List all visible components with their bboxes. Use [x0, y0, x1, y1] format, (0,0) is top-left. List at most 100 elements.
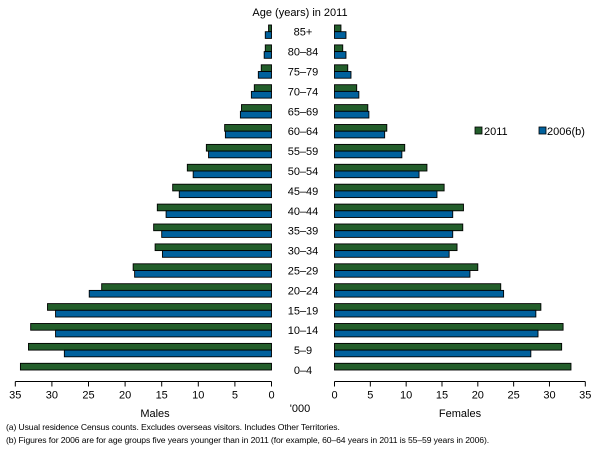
bar-females-2011-55–59	[334, 143, 406, 152]
female-x-tick-label: 20	[472, 390, 484, 402]
bar-males-2011-15–19	[47, 303, 272, 311]
females-label: Females	[439, 408, 482, 420]
bar-females-2011-65–69	[334, 104, 369, 112]
bar-females-2011-35–39	[334, 223, 464, 232]
bar-males-2006-70–74	[250, 90, 272, 99]
bar-females-2006-5–9	[334, 349, 532, 358]
female-x-tick-label: 0	[331, 390, 337, 402]
bar-females-2011-15–19	[334, 303, 542, 311]
male-x-tick-label: 25	[82, 390, 94, 402]
bar-males-2006-80–84	[263, 51, 272, 59]
female-x-tick-label: 25	[508, 390, 520, 402]
age-group-label: 45–49	[288, 186, 319, 198]
bar-females-2006-60–64	[334, 130, 386, 139]
bar-females-2006-15–19	[334, 309, 537, 318]
footnote-a: (a) Usual residence Census counts. Exclu…	[6, 422, 340, 432]
male-x-tick-label: 20	[119, 390, 131, 402]
footnote-b: (b) Figures for 2006 are for age groups …	[6, 435, 490, 445]
bar-females-2011-80–84	[334, 44, 344, 53]
bar-males-2006-60–64	[224, 130, 272, 139]
bar-females-2011-50–54	[334, 163, 428, 172]
bar-males-2006-40–44	[165, 210, 272, 218]
bar-females-2011-20–24	[334, 283, 502, 291]
age-group-label: 50–54	[288, 166, 319, 178]
bar-males-2011-45–49	[172, 183, 272, 192]
bar-females-2011-40–44	[334, 203, 464, 212]
male-x-tick-label: 35	[9, 390, 21, 402]
age-group-label: 35–39	[288, 226, 319, 238]
bar-males-2006-85+	[264, 31, 272, 39]
bar-males-2011-40–44	[156, 203, 272, 212]
bar-females-2011-10–14	[334, 323, 564, 331]
age-group-label: 25–29	[288, 266, 319, 278]
bar-females-2006-35–39	[334, 230, 454, 238]
bar-males-2006-55–59	[208, 150, 272, 159]
age-group-label: 5–9	[294, 345, 312, 357]
bar-males-2006-10–14	[55, 329, 272, 338]
bar-females-2006-40–44	[334, 210, 454, 218]
bar-males-2006-15–19	[55, 309, 272, 318]
male-x-tick-label: 5	[232, 390, 238, 402]
bar-females-2006-75–79	[334, 71, 352, 79]
bar-females-2011-70–74	[334, 84, 358, 92]
bar-males-2011-75–79	[260, 64, 272, 72]
bar-females-2011-45–49	[334, 183, 445, 192]
bar-males-2011-30–34	[154, 243, 272, 252]
bar-males-2011-80–84	[264, 44, 272, 53]
age-group-label: 15–19	[288, 305, 319, 317]
legend-label-2006: 2006(b)	[547, 126, 585, 138]
bar-males-2006-75–79	[257, 71, 272, 79]
bar-females-2006-55–59	[334, 150, 403, 159]
bar-females-2006-80–84	[334, 51, 347, 59]
bar-males-2011-55–59	[205, 143, 272, 152]
age-group-label: 20–24	[288, 285, 319, 297]
bar-females-2011-25–29	[334, 263, 479, 271]
age-group-label: 40–44	[288, 206, 319, 218]
male-x-tick-label: 10	[192, 390, 204, 402]
bar-females-2006-30–34	[334, 250, 450, 258]
legend-label-2011: 2011	[484, 126, 508, 138]
bar-females-2006-45–49	[334, 190, 438, 199]
age-group-label: 70–74	[288, 86, 319, 98]
bar-males-2006-50–54	[192, 170, 272, 179]
bar-females-2011-30–34	[334, 243, 458, 252]
legend-swatch-2011	[474, 126, 483, 135]
bar-males-2011-35–39	[153, 223, 272, 232]
bar-females-2011-75–79	[334, 64, 349, 72]
bar-males-2011-25–29	[132, 263, 272, 271]
age-group-label: 75–79	[288, 67, 319, 79]
bar-males-2006-35–39	[161, 230, 272, 238]
bar-males-2011-10–14	[30, 323, 272, 331]
unit-label: '000	[290, 403, 310, 415]
males-label: Males	[140, 408, 170, 420]
bar-females-2006-50–54	[334, 170, 420, 179]
bar-males-2006-30–34	[161, 250, 272, 258]
bar-females-2006-10–14	[334, 329, 539, 338]
bar-females-2006-20–24	[334, 289, 505, 298]
bar-females-2006-65–69	[334, 110, 370, 119]
age-group-label: 65–69	[288, 106, 319, 118]
bar-males-2011-70–74	[253, 84, 272, 92]
bar-females-2006-70–74	[334, 90, 360, 99]
bar-males-2011-60–64	[224, 124, 272, 132]
bar-males-2006-5–9	[63, 349, 272, 358]
bar-females-2011-0–4	[334, 362, 572, 371]
female-x-tick-label: 35	[579, 390, 591, 402]
bar-males-2011-85+	[268, 24, 272, 33]
age-group-label: 10–14	[288, 325, 319, 337]
bar-males-2006-45–49	[178, 190, 272, 199]
age-group-label: 55–59	[288, 146, 319, 158]
female-x-tick-label: 5	[367, 390, 373, 402]
bar-males-2006-20–24	[88, 289, 272, 298]
bar-males-2011-65–69	[241, 104, 272, 112]
bar-males-2011-20–24	[101, 283, 272, 291]
legend-swatch-2006	[538, 126, 547, 135]
bar-males-2011-5–9	[28, 342, 272, 351]
bar-females-2006-85+	[334, 31, 347, 39]
age-group-label: 80–84	[288, 47, 319, 59]
age-group-label: 0–4	[294, 365, 312, 377]
age-group-label: 85+	[294, 27, 313, 39]
age-group-label: 30–34	[288, 246, 319, 258]
male-x-tick-label: 15	[156, 390, 168, 402]
male-x-tick-label: 30	[46, 390, 58, 402]
